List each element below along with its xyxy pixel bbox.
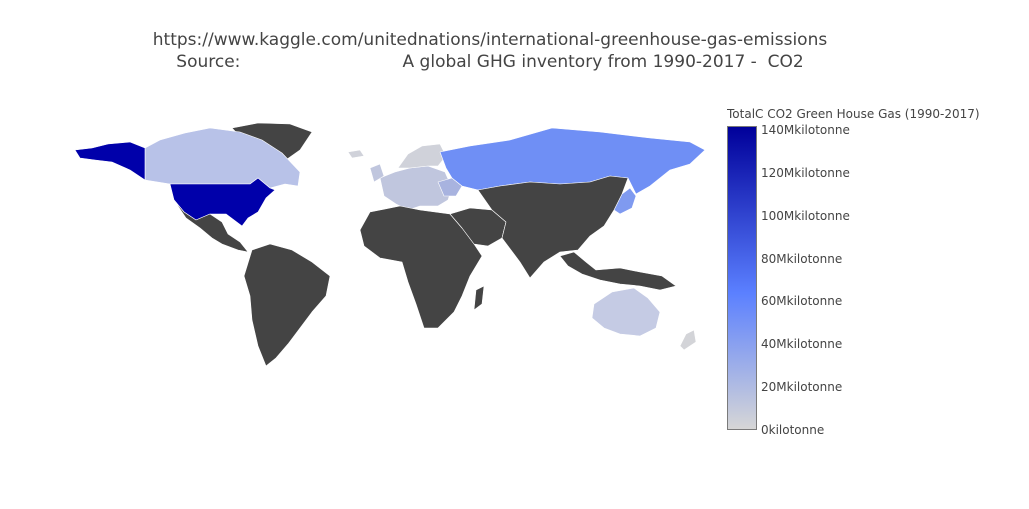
region-new-zealand[interactable]	[679, 329, 697, 351]
region-mexico[interactable]	[173, 199, 249, 253]
colorbar-tick-label: 60Mkilotonne	[761, 294, 843, 309]
chart-title-line-2: Source: A global GHG inventory from 1990…	[176, 52, 804, 72]
colorbar-tick-label: 120Mkilotonne	[761, 165, 850, 180]
colorbar-tick-label: 20Mkilotonne	[761, 380, 843, 395]
region-russia[interactable]	[439, 127, 706, 195]
colorbar-title: TotalC CO2 Green House Gas (1990-2017)	[727, 107, 980, 121]
colorbar-tick-label: 100Mkilotonne	[761, 208, 850, 223]
colorbar-tick-label: 80Mkilotonne	[761, 251, 843, 266]
colorbar-gradient	[727, 126, 757, 430]
region-australia[interactable]	[591, 287, 661, 337]
region-scandinavia[interactable]	[397, 143, 447, 169]
region-uk[interactable]	[369, 163, 385, 183]
region-madagascar[interactable]	[473, 285, 485, 311]
colorbar-tick-label: 40Mkilotonne	[761, 337, 843, 352]
region-south-america[interactable]	[243, 243, 331, 367]
region-united-states[interactable]	[169, 177, 276, 227]
colorbar-tick-label: 0kilotonne	[761, 423, 825, 437]
region-ukraine[interactable]	[437, 177, 463, 197]
colorbar-tick-label: 140Mkilotonne	[761, 123, 850, 137]
region-southeast-asia[interactable]	[559, 251, 677, 291]
region-asia[interactable]	[477, 175, 629, 279]
region-alaska[interactable]	[74, 141, 146, 181]
chart-title-line-1: https://www.kaggle.com/unitednations/int…	[152, 30, 828, 50]
region-iceland[interactable]	[347, 149, 365, 159]
